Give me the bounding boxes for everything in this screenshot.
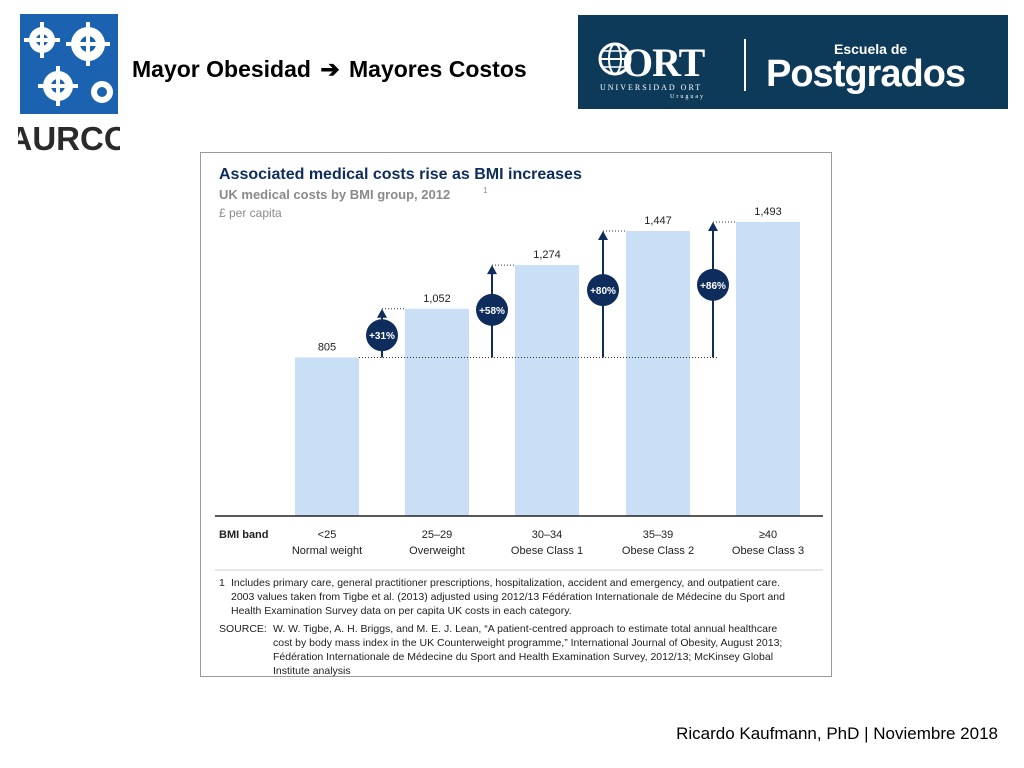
x-axis-label: BMI band	[219, 529, 269, 541]
ort-postgrados-banner: ORT UNIVERSIDAD ORT Uruguay Escuela de P…	[578, 15, 1008, 109]
chart-subtitle: UK medical costs by BMI group, 2012	[219, 187, 450, 202]
aurco-logo-text: AURCO	[18, 120, 120, 156]
globe-icon	[598, 42, 632, 76]
x-tick-label: 35–39	[643, 529, 674, 541]
bar	[515, 265, 579, 516]
arrow-up-icon	[598, 231, 608, 241]
footnote-line: 2003 values taken from Tigbe et al. (201…	[231, 591, 785, 603]
footnote-line: Health Examination Survey data on per ca…	[231, 605, 572, 617]
increase-badge-label: +86%	[700, 281, 726, 292]
x-category-name: Obese Class 1	[511, 545, 583, 557]
title-right: Mayores Costos	[349, 56, 527, 82]
x-category-name: Obese Class 2	[622, 545, 694, 557]
x-category-name: Overweight	[409, 545, 465, 557]
bar-chart: Associated medical costs rise as BMI inc…	[215, 166, 823, 676]
title-left: Mayor Obesidad	[132, 56, 311, 82]
bar	[626, 231, 690, 516]
source-line: Institute analysis	[273, 665, 351, 676]
footnote-line: Includes primary care, general practitio…	[231, 577, 780, 589]
bar-value-label: 805	[318, 341, 336, 353]
increase-badge-label: +31%	[369, 331, 395, 342]
source-label: SOURCE:	[219, 623, 267, 635]
bar	[295, 357, 359, 516]
x-tick-label: ≥40	[759, 529, 777, 541]
arrow-up-icon	[377, 308, 387, 318]
chart-title: Associated medical costs rise as BMI inc…	[219, 166, 582, 183]
bar	[405, 308, 469, 516]
bar-value-label: 1,493	[754, 206, 782, 218]
x-category-name: Normal weight	[292, 545, 362, 557]
increase-badge	[476, 293, 508, 326]
aurco-logo: AURCO	[9, 14, 130, 157]
x-tick-label: 25–29	[422, 529, 453, 541]
arrow-right-icon: ➔	[320, 56, 340, 82]
x-tick-label: <25	[318, 529, 337, 541]
increase-badge	[697, 268, 729, 301]
postgrados-label: Postgrados	[766, 53, 966, 95]
increase-badge-label: +80%	[590, 286, 616, 297]
slide-title: Mayor Obesidad ➔ Mayores Costos	[132, 56, 527, 83]
x-tick-label: 30–34	[532, 529, 563, 541]
bar-value-label: 1,274	[533, 249, 561, 261]
chart-frame: Associated medical costs rise as BMI inc…	[200, 152, 832, 677]
chart-unit-label: £ per capita	[219, 206, 282, 220]
increase-badge	[587, 274, 619, 307]
footnote-number: 1	[219, 577, 225, 589]
banner-divider	[744, 39, 746, 91]
arrow-up-icon	[708, 221, 718, 231]
bar	[736, 221, 800, 516]
ort-university-name: UNIVERSIDAD ORT	[600, 83, 703, 92]
arrow-up-icon	[487, 265, 497, 275]
footer-credit: Ricardo Kaufmann, PhD | Noviembre 2018	[676, 724, 998, 743]
source-line: cost by body mass index in the UK Counte…	[273, 637, 782, 649]
x-category-name: Obese Class 3	[732, 545, 804, 557]
chart-subtitle-footnote-mark: 1	[483, 186, 488, 195]
increase-badge	[366, 319, 398, 352]
ort-logo-word: ORT	[622, 40, 705, 85]
increase-badge-label: +58%	[479, 306, 505, 317]
source-line: W. W. Tigbe, A. H. Briggs, and M. E. J. …	[273, 623, 777, 635]
source-line: Fédération Internationale de Médecine du…	[273, 651, 773, 663]
bar-value-label: 1,052	[423, 293, 451, 305]
ort-country: Uruguay	[670, 94, 705, 100]
bar-value-label: 1,447	[644, 215, 672, 227]
escuela-label: Escuela de	[834, 41, 908, 57]
